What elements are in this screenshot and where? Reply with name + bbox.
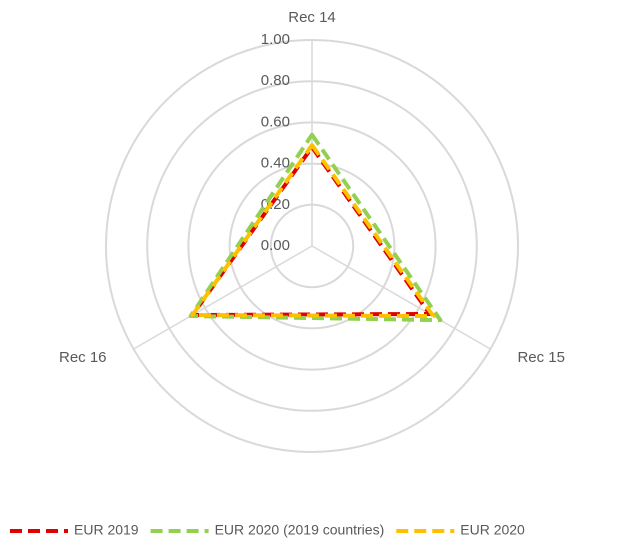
series-line <box>190 145 432 318</box>
r-tick-label: 0.00 <box>261 237 290 254</box>
r-tick-label: 0.80 <box>261 72 290 89</box>
r-tick-label: 0.60 <box>261 113 290 130</box>
category-label: Rec 14 <box>288 9 336 26</box>
legend-label: EUR 2020 (2019 countries) <box>215 522 385 538</box>
r-tick-label: 1.00 <box>261 31 290 48</box>
spoke <box>133 245 313 350</box>
series-line <box>188 132 443 323</box>
series-line <box>190 143 436 319</box>
spoke <box>311 245 491 350</box>
category-label: Rec 16 <box>59 349 107 366</box>
r-tick-label: 0.40 <box>261 155 290 172</box>
category-label: Rec 15 <box>517 349 565 366</box>
legend-label: EUR 2019 <box>74 522 139 538</box>
legend-label: EUR 2020 <box>460 522 525 538</box>
